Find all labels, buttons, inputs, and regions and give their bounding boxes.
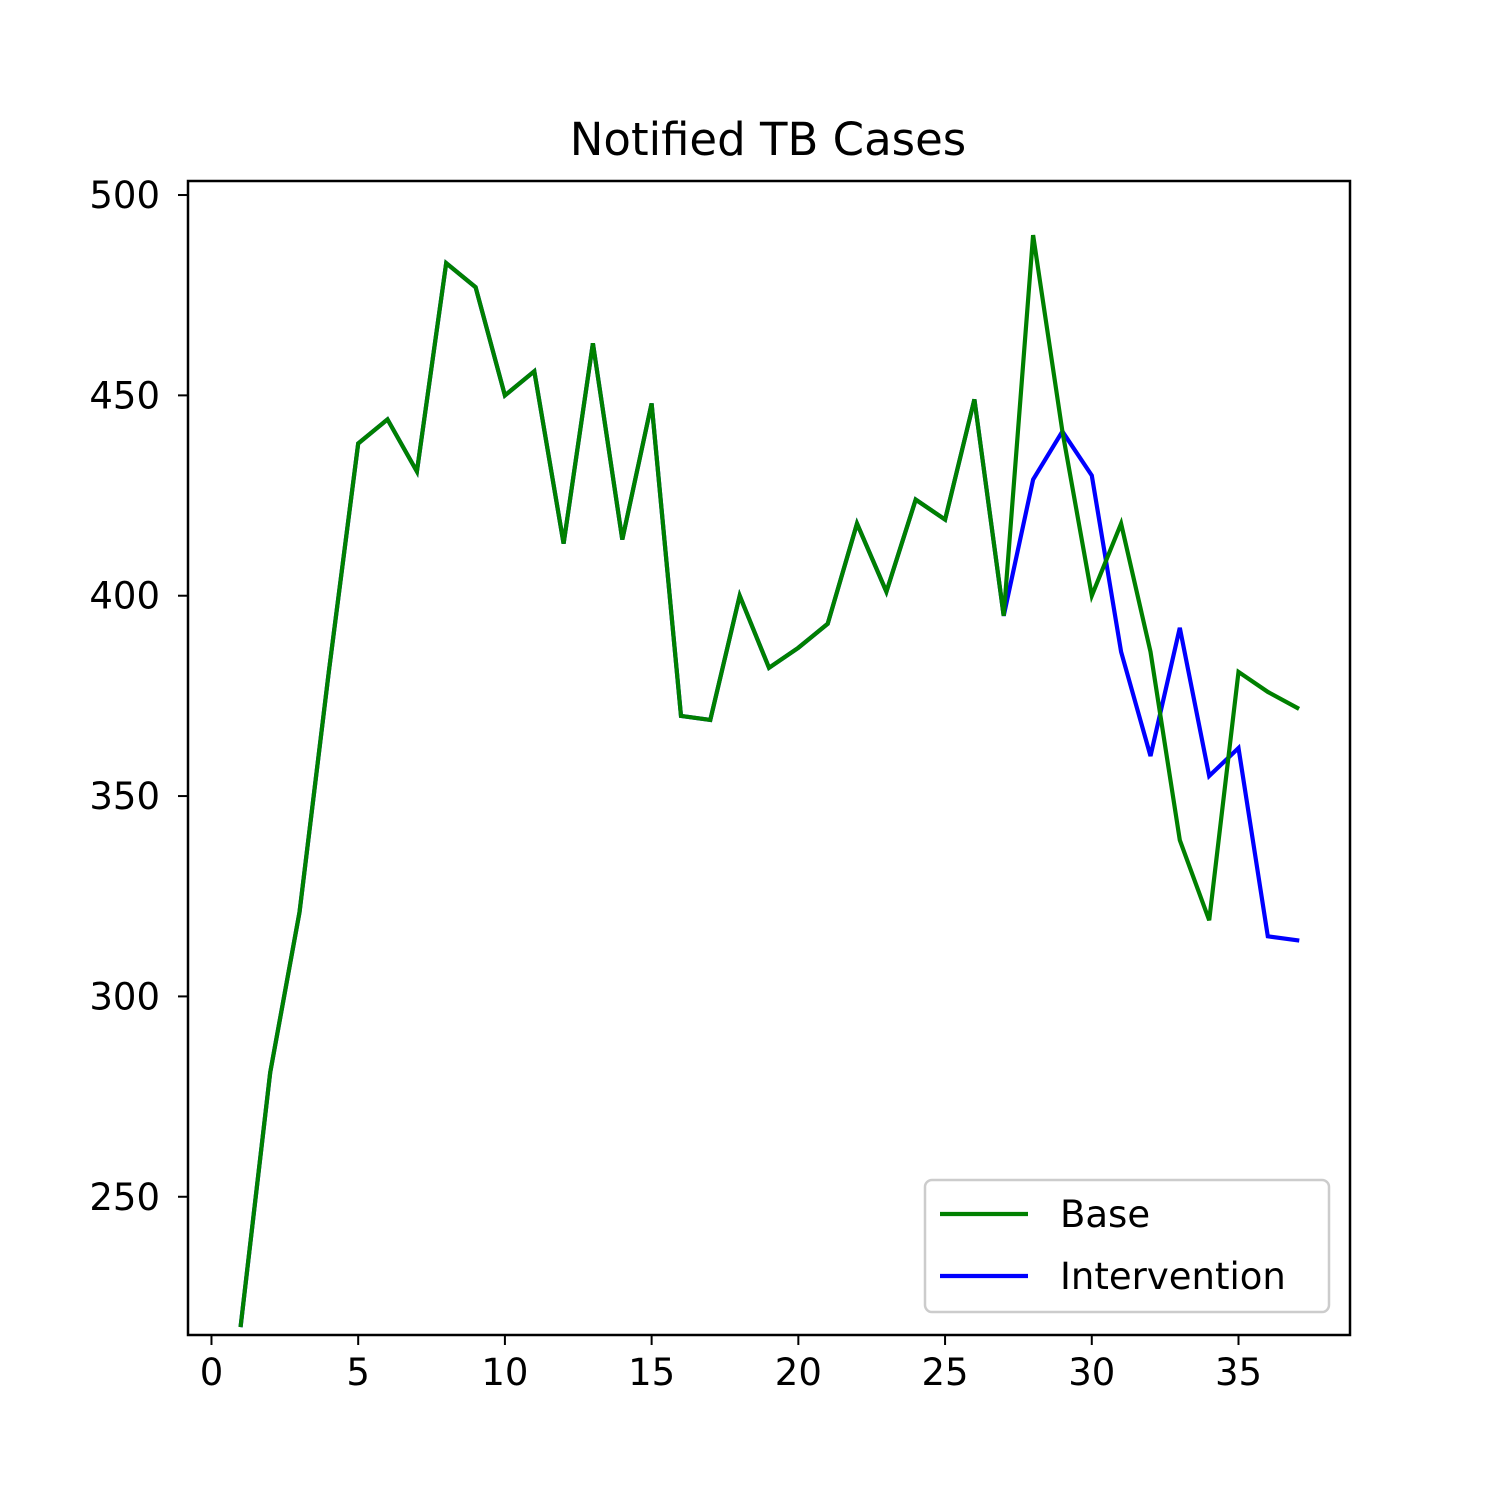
legend-label-base: Base bbox=[1060, 1193, 1150, 1236]
plot-area-frame bbox=[186, 179, 1352, 1337]
x-tick-label: 30 bbox=[1068, 1351, 1115, 1394]
y-tick-label: 450 bbox=[89, 374, 160, 417]
series-line-base bbox=[238, 234, 1301, 1328]
x-tick-label: 15 bbox=[628, 1351, 675, 1394]
legend-label-intervention: Intervention bbox=[1060, 1255, 1286, 1298]
x-tick-label: 0 bbox=[200, 1351, 224, 1394]
x-tick-label: 10 bbox=[481, 1351, 528, 1394]
y-tick-label: 350 bbox=[89, 775, 160, 818]
x-tick-label: 5 bbox=[346, 1351, 370, 1394]
y-tick-label: 250 bbox=[89, 1176, 160, 1219]
x-axis: 0 5 10 15 20 25 30 35 bbox=[200, 1335, 1262, 1394]
x-tick-label: 20 bbox=[775, 1351, 822, 1394]
y-tick-label: 400 bbox=[89, 575, 160, 618]
legend: Base Intervention bbox=[923, 1178, 1331, 1314]
x-tick-label: 25 bbox=[922, 1351, 969, 1394]
chart-title: Notified TB Cases bbox=[570, 113, 966, 166]
series-lines bbox=[238, 234, 1301, 1328]
y-tick-label: 300 bbox=[89, 975, 160, 1018]
y-axis: 250 300 350 400 450 500 bbox=[89, 174, 188, 1219]
y-tick-label: 500 bbox=[89, 174, 160, 217]
x-tick-label: 35 bbox=[1215, 1351, 1262, 1394]
